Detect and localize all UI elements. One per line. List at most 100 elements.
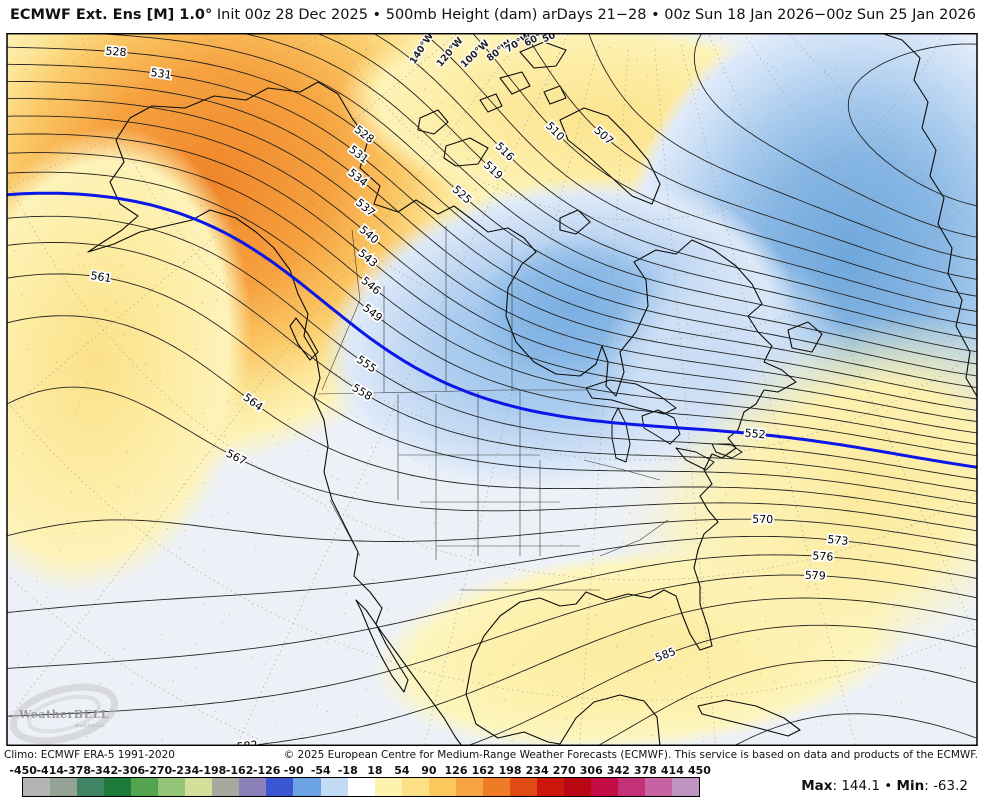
colorbar-tick: 54	[394, 764, 410, 777]
colorbar-tick: 126	[444, 764, 468, 777]
contour-line-564	[7, 315, 977, 518]
contour-line-543	[7, 133, 977, 434]
longitude-line	[235, 33, 569, 746]
contour-label-576: 576	[812, 549, 834, 563]
map-area: 528 531 528 531 534 537 540 543 546 549 555 558 561 5…	[0, 32, 984, 747]
coastline-path	[87, 117, 463, 746]
contour-line-576	[7, 554, 977, 669]
colorbar-tick-labels: -450 -414 -378 -342 -306 -270 -234 -198 -162 -126…	[0, 764, 984, 777]
colorbar-cell--450	[23, 778, 51, 796]
colorbar-tick: -90	[283, 764, 304, 777]
contour-line-537	[7, 98, 977, 411]
island-path	[559, 107, 661, 205]
contour-line-588	[596, 659, 977, 746]
max-min-readout: Max: 144.1 • Min: -63.2	[801, 778, 968, 794]
title-bar: ECMWF Ext. Ens [M] 1.0° Init 00z 28 Dec …	[0, 0, 984, 33]
climo-note: Climo: ECMWF ERA-5 1991-2020	[4, 749, 175, 761]
title-model: ECMWF Ext. Ens [M] 1.0°	[10, 7, 213, 23]
colorbar-tick: -234	[171, 764, 200, 777]
colorbar-tick: 414	[660, 764, 684, 777]
island-path	[697, 699, 801, 737]
colorbar-cell--414	[50, 778, 78, 796]
colorbar-cell--90	[293, 778, 321, 796]
colorbar-cell--270	[158, 778, 186, 796]
colorbar-cell-18	[374, 778, 402, 796]
contour-line-591	[733, 713, 977, 746]
island-path	[519, 41, 567, 69]
great-lake	[711, 443, 743, 459]
colorbar-cell--54	[320, 778, 348, 796]
island-path	[559, 209, 591, 235]
colorbar-cell--126	[266, 778, 294, 796]
title-valid-range: Days 21−28 • 00z Sun 18 Jan 2026−00z Sun…	[556, 7, 976, 23]
separator-dot: •	[884, 778, 893, 794]
colorbar-cell-54	[401, 778, 429, 796]
island-path	[787, 321, 823, 353]
contour-label-573: 573	[827, 533, 849, 548]
island-path	[479, 93, 503, 113]
longitude-line	[7, 33, 526, 721]
colorbar-section: -450 -414 -378 -342 -306 -270 -234 -198 -162 -126…	[0, 764, 984, 808]
highlight-contour-552	[7, 191, 977, 469]
contour-label-528: 528	[105, 45, 127, 60]
island-path	[499, 71, 531, 95]
contour-line-567	[7, 386, 977, 532]
contour-line-561	[7, 273, 977, 505]
colorbar-tick: -18	[337, 764, 358, 777]
contour-line-540	[7, 115, 977, 423]
island-path	[443, 137, 489, 167]
weatherbell-logo: WeatherBELL Analytics LLC	[9, 683, 119, 745]
contour-line-504	[588, 33, 977, 261]
colorbar-tick: 198	[498, 764, 522, 777]
contour-label-570: 570	[752, 513, 773, 527]
contour-label-582: 582	[236, 738, 258, 746]
contour-line-573	[7, 535, 977, 613]
island-path	[289, 317, 319, 361]
border-path	[321, 229, 361, 391]
colorbar-tick: -378	[63, 764, 92, 777]
border-path	[329, 499, 361, 557]
coastline-path	[129, 81, 797, 746]
border-path	[583, 459, 661, 481]
colorbar-cell--198	[212, 778, 240, 796]
longitude-line	[654, 49, 717, 746]
contour-label-579: 579	[805, 569, 827, 583]
min-label: Min	[896, 778, 925, 794]
contour-label-552: 552	[744, 426, 766, 441]
contour-line-549	[7, 171, 977, 457]
contour-line-579	[7, 574, 977, 717]
great-lake	[675, 447, 715, 471]
max-value: 144.1	[841, 778, 880, 794]
colorbar-cell-270	[563, 778, 591, 796]
contour-line-528	[7, 46, 977, 377]
logo-tagline: Analytics LLC	[75, 723, 105, 729]
colorbar-tick: -450	[9, 764, 37, 777]
colorbar-cell-414	[672, 778, 700, 796]
colorbar-tick: 270	[552, 764, 576, 777]
colorbar-cell-306	[590, 778, 619, 796]
island-path	[883, 33, 977, 398]
coastlines	[87, 33, 977, 746]
colorbar-tick: 306	[579, 764, 603, 777]
copyright-note: © 2025 European Centre for Medium-Range …	[283, 749, 978, 761]
colorbar-tick: -162	[225, 764, 254, 777]
lat-lon-grid	[7, 33, 977, 746]
contour-line-498	[847, 43, 977, 207]
logo-swirl-inner	[27, 694, 101, 734]
contour-label-561: 561	[90, 269, 113, 285]
anomaly-blob	[7, 126, 252, 594]
colorbar-tick: -126	[252, 764, 281, 777]
contour-label-531: 531	[150, 66, 173, 82]
colorbar-cell--162	[239, 778, 267, 796]
longitude-line	[708, 35, 977, 638]
colorbar-cell--18	[347, 778, 375, 796]
contour-line-570	[7, 518, 977, 546]
attribution-bar: Climo: ECMWF ERA-5 1991-2020 © 2025 Euro…	[0, 746, 984, 764]
contour-line-513	[422, 33, 977, 312]
island-path	[543, 85, 567, 105]
colorbar-tick: -306	[117, 764, 146, 777]
colorbar-tick: 162	[471, 764, 495, 777]
contour-line-531	[7, 63, 977, 389]
max-label: Max	[801, 778, 833, 794]
